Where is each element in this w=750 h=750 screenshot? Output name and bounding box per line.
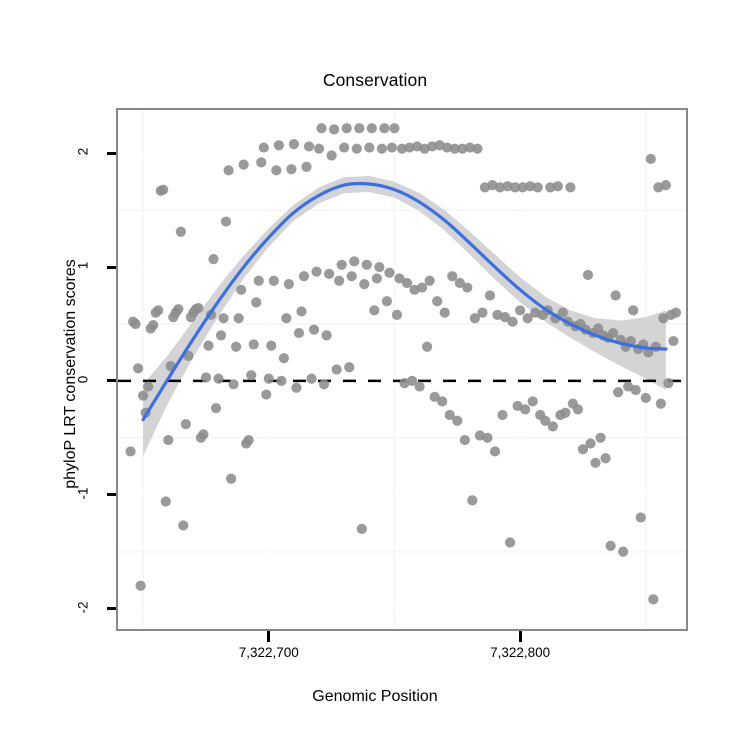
y-tick-mark [107, 151, 116, 155]
y-tick-label: -2 [75, 601, 91, 614]
x-tick-mark [267, 631, 271, 642]
x-tick-label: 7,322,800 [490, 645, 551, 660]
plot-panel [116, 108, 688, 631]
major-gridlines [118, 110, 686, 629]
loess-smooth-line [141, 181, 668, 422]
y-tick-label: 1 [75, 261, 91, 270]
y-tick-mark [107, 265, 116, 269]
page-title: Conservation [322, 70, 428, 90]
y-tick-label: 0 [75, 375, 91, 384]
x-tick-label: 7,322,700 [238, 645, 299, 660]
x-tick-mark [518, 631, 522, 642]
scatter-plot-canvas [118, 110, 686, 629]
y-tick-label: -1 [75, 487, 91, 500]
x-axis-title: Genomic Position [312, 688, 438, 705]
y-tick-label: 2 [75, 148, 91, 156]
y-tick-mark [107, 607, 116, 610]
y-tick-mark [107, 379, 116, 383]
y-tick-mark [107, 493, 116, 497]
